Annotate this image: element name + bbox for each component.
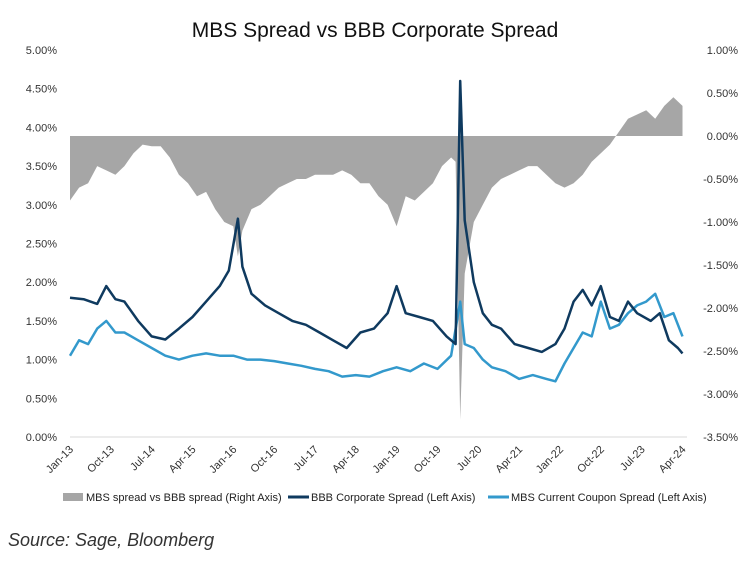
left-axis: 0.00% 0.50% 1.00% 1.50% 2.00% 2.50% 3.00% 3.50%… xyxy=(26,45,57,444)
x-tick-label: Jul-17 xyxy=(291,444,321,474)
x-tick-label: Apr-15 xyxy=(167,444,199,476)
x-tick-label: Jan-22 xyxy=(534,444,566,476)
x-tick-label: Jul-23 xyxy=(618,444,648,474)
x-tick-label: Apr-18 xyxy=(330,444,362,476)
left-tick-label: 3.00% xyxy=(26,200,57,212)
series-line-bbb-corporate xyxy=(69,79,684,355)
x-tick-label: Apr-21 xyxy=(493,444,525,476)
legend-label-bbb: BBB Corporate Spread (Left Axis) xyxy=(311,492,475,504)
left-tick-label: 4.50% xyxy=(26,84,57,96)
x-tick-label: Oct-13 xyxy=(85,444,117,476)
left-tick-label: 1.50% xyxy=(26,316,57,328)
left-tick-label: 2.50% xyxy=(26,239,57,251)
x-tick-label: Jan-13 xyxy=(44,444,76,476)
x-tick-label: Jul-14 xyxy=(128,444,158,474)
x-tick-label: Oct-22 xyxy=(575,444,607,476)
left-tick-label: 3.50% xyxy=(26,161,57,173)
right-tick-label: 1.00% xyxy=(707,45,738,57)
source-note: Source: Sage, Bloomberg xyxy=(8,530,215,550)
left-tick-label: 1.00% xyxy=(26,355,57,367)
x-tick-label: Apr-24 xyxy=(657,444,689,476)
x-axis: Jan-13 Oct-13 Jul-14 Apr-15 Jan-16 Oct-16 Jul-… xyxy=(44,444,689,476)
chart-title: MBS Spread vs BBB Corporate Spread xyxy=(192,19,559,42)
left-tick-label: 0.50% xyxy=(26,393,57,405)
legend: MBS spread vs BBB spread (Right Axis) BB… xyxy=(63,492,707,504)
left-tick-label: 2.00% xyxy=(26,277,57,289)
x-tick-label: Jul-20 xyxy=(455,444,485,474)
left-tick-label: 5.00% xyxy=(26,45,57,57)
left-tick-label: 0.00% xyxy=(26,432,57,444)
x-tick-label: Oct-19 xyxy=(412,444,444,476)
series-area-mbs-vs-bbb xyxy=(70,97,683,420)
x-tick-label: Jan-19 xyxy=(370,444,402,476)
right-tick-label: -3.50% xyxy=(703,432,738,444)
x-tick-label: Jan-16 xyxy=(207,444,239,476)
right-tick-label: 0.50% xyxy=(707,88,738,100)
x-tick-label: Oct-16 xyxy=(248,444,280,476)
right-tick-label: -2.00% xyxy=(703,303,738,315)
legend-label-area: MBS spread vs BBB spread (Right Axis) xyxy=(86,492,282,504)
legend-swatch-area xyxy=(63,493,83,501)
right-tick-label: -2.50% xyxy=(703,346,738,358)
legend-label-mbs: MBS Current Coupon Spread (Left Axis) xyxy=(511,492,707,504)
right-tick-label: -1.00% xyxy=(703,217,738,229)
left-tick-label: 4.00% xyxy=(26,122,57,134)
right-axis: -3.50% -3.00% -2.50% -2.00% -1.50% -1.00% -0.5… xyxy=(703,45,738,444)
plot-area xyxy=(68,79,684,420)
right-tick-label: 0.00% xyxy=(707,131,738,143)
series-line-mbs-current-coupon xyxy=(68,292,684,383)
right-tick-label: -0.50% xyxy=(703,174,738,186)
right-tick-label: -1.50% xyxy=(703,260,738,272)
right-tick-label: -3.00% xyxy=(703,389,738,401)
